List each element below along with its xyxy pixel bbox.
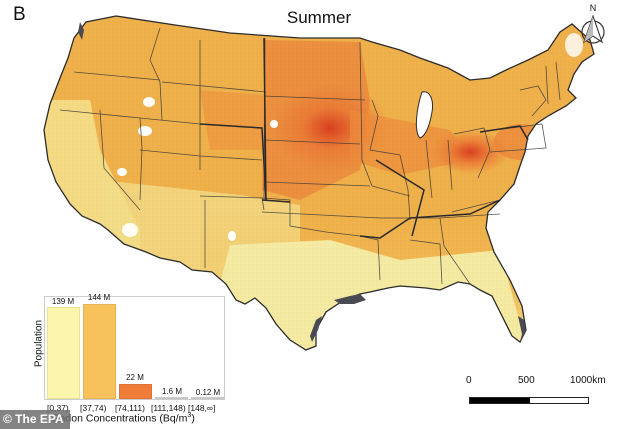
north-arrow-icon <box>581 14 605 44</box>
category-label-148-inf: [148,∞] <box>188 403 216 413</box>
north-arrow: N <box>576 3 610 46</box>
bar-label-37-74: 144 M <box>87 293 111 302</box>
north-label: N <box>589 3 597 13</box>
epa-watermark: © The EPA <box>0 410 70 429</box>
bar-74-111 <box>119 384 152 399</box>
category-label-0-37: [0,37) <box>47 403 69 413</box>
x-axis-label-end: ) <box>191 412 195 425</box>
bar-0-37 <box>47 307 80 399</box>
bar-111-148 <box>155 397 188 399</box>
category-label-111-148: [111,148) <box>151 403 186 413</box>
scale-label-0: 0 <box>466 375 472 386</box>
chart-frame: 139 M 144 M 22 M 1.6 M 0.12 M <box>44 293 225 400</box>
scale-bar: 0 500 1000km <box>466 375 626 415</box>
population-bar-chart: Population 139 M 144 M 22 M 1.6 M 0.12 M… <box>27 290 225 426</box>
map-title: Summer <box>286 8 352 27</box>
category-label-37-74: [37,74) <box>80 403 107 413</box>
bar-37-74 <box>83 304 116 399</box>
panel-letter: B <box>13 4 26 25</box>
bar-label-0-37: 139 M <box>51 297 75 306</box>
bar-label-111-148: 1.6 M <box>161 387 182 396</box>
scale-label-1000km: 1000km <box>570 375 606 386</box>
y-axis-label: Population <box>33 319 45 368</box>
scale-bar-graphic <box>469 397 589 404</box>
bar-label-74-111: 22 M <box>126 373 144 382</box>
x-axis-label-text: Radon Concentrations (Bq/m <box>52 412 188 425</box>
x-axis-label: Radon Concentrations (Bq/m3) <box>52 412 195 425</box>
bar-label-148-inf: 0.12 M <box>195 388 221 397</box>
bar-148-inf <box>191 397 224 399</box>
x-axis-label-superscript: 3 <box>187 412 192 419</box>
category-label-74-111: [74,111) <box>115 403 145 413</box>
scale-label-500: 500 <box>518 375 535 386</box>
